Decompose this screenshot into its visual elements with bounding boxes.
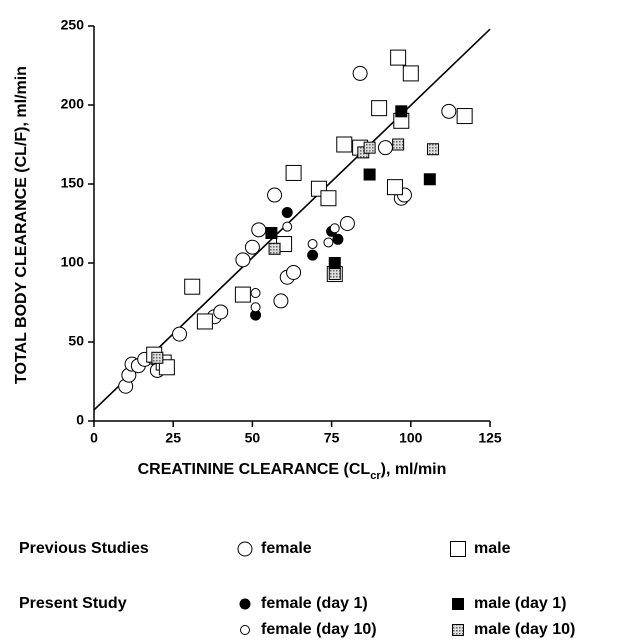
y-tick-label: 200 (61, 96, 85, 112)
legend-group-label: Previous Studies (19, 540, 149, 557)
legend-label: male (day 1) (474, 595, 566, 612)
x-tick-label: 0 (90, 430, 98, 446)
point (328, 268, 341, 281)
point (213, 304, 229, 320)
y-tick-label: 0 (76, 412, 84, 428)
legend-marker (237, 541, 253, 557)
legend-marker (452, 598, 464, 610)
x-tick-label: 50 (245, 430, 261, 446)
point (456, 108, 473, 125)
legend-group-label: Present Study (19, 595, 127, 612)
point (332, 233, 344, 245)
x-axis-label-part: ), ml/min (381, 461, 447, 478)
point (267, 187, 283, 203)
x-axis-label-sub: cr (370, 470, 381, 482)
point (196, 313, 213, 330)
y-tick-label: 100 (61, 254, 85, 270)
legend-label: male (day 10) (474, 621, 575, 638)
point (251, 222, 267, 238)
point (281, 206, 293, 218)
legend-label: female (261, 540, 312, 557)
y-axis-label: TOTAL BODY CLEARANCE (CL/F), ml/min (13, 66, 30, 384)
point (235, 252, 251, 268)
point (323, 237, 334, 248)
point (386, 179, 403, 196)
point (339, 216, 355, 231)
x-tick-label: 25 (165, 430, 181, 446)
x-tick-label: 125 (478, 430, 502, 446)
point (244, 239, 260, 255)
legend-label: female (day 10) (261, 621, 377, 638)
legend-marker (240, 625, 250, 635)
point (441, 103, 457, 119)
point (352, 65, 368, 81)
x-tick-label: 75 (324, 430, 340, 446)
point (307, 249, 319, 261)
point (184, 278, 201, 295)
point (282, 221, 293, 232)
point (363, 168, 376, 181)
point (392, 138, 405, 151)
point (426, 143, 439, 156)
point (234, 286, 251, 303)
point (285, 164, 302, 181)
legend-marker (450, 541, 466, 557)
y-tick-label: 250 (61, 17, 85, 33)
legend-marker (452, 624, 464, 636)
point (265, 226, 278, 239)
x-axis-label: CREATININE CLEARANCE (CLcr), ml/min (138, 461, 447, 482)
legend-marker (239, 598, 251, 610)
point (250, 302, 261, 313)
x-axis-label-part: CREATININE CLEARANCE (CL (138, 461, 371, 478)
point (402, 65, 419, 82)
point (307, 239, 318, 250)
point (286, 264, 302, 280)
point (273, 293, 289, 309)
point (371, 100, 388, 117)
legend-label: male (474, 540, 511, 557)
point (423, 173, 436, 186)
point (336, 136, 353, 153)
point (268, 242, 281, 255)
x-tick-label: 100 (399, 430, 423, 446)
point (329, 223, 340, 234)
y-tick-label: 150 (61, 175, 85, 191)
y-tick-label: 50 (68, 333, 84, 349)
fit-line (93, 28, 491, 411)
legend-label: female (day 1) (261, 595, 368, 612)
point (250, 288, 261, 299)
point (395, 105, 408, 118)
point (377, 140, 393, 156)
point (172, 326, 188, 342)
point (320, 190, 337, 207)
point (151, 351, 164, 364)
point (390, 49, 407, 66)
point (328, 257, 341, 269)
point (363, 141, 376, 154)
